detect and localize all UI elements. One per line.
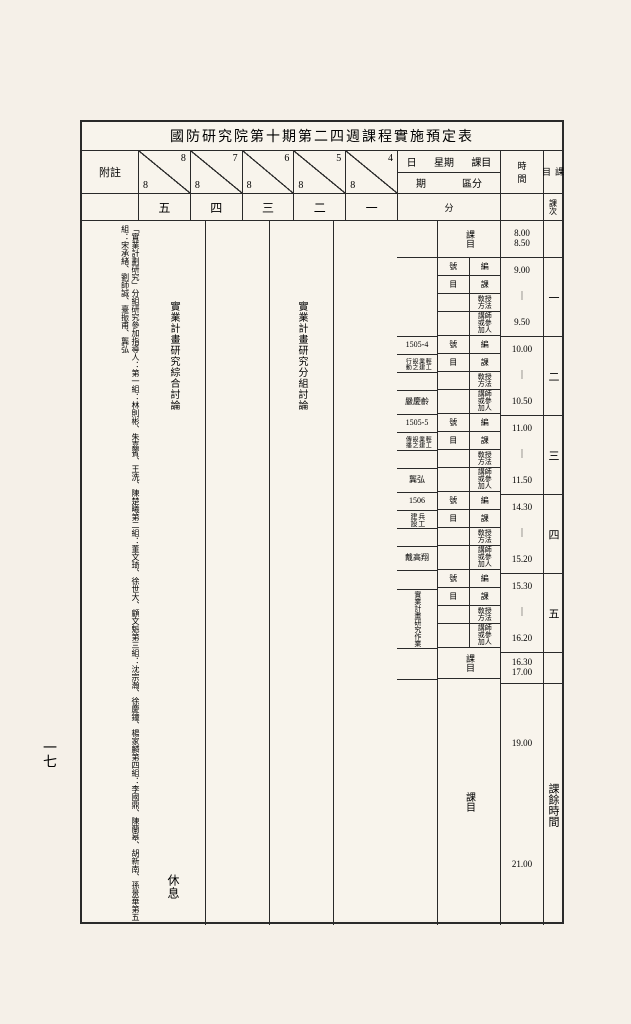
period-2-labels: 編號 課目 敎授方法 講師或參加人 [438, 336, 500, 414]
hdr-qufen: 區分 [462, 175, 482, 190]
time-col: 8.00 8.50 9.00｜ 9.50 10.00｜ 10.50 11.00｜… [500, 221, 543, 925]
cn-5: 五 [138, 194, 190, 220]
hdr-kemu: 課目 [543, 151, 562, 193]
period-1-labels: 編號 課目 敎授方法 講師或參加人 [438, 258, 500, 336]
period-3-labels: 編號 課目 敎授方法 講師或參加人 [438, 414, 500, 492]
period-num-col: 一 二 三 四 五 課餘時間 [543, 221, 562, 925]
date-2: 5 8 [293, 151, 345, 193]
header-row: 課目 時間 日 星期 課目 期 區分 4 8 [82, 151, 562, 194]
date-1: 4 8 [345, 151, 397, 193]
date-5: 8 8 [138, 151, 190, 193]
cn-1: 一 [345, 194, 397, 220]
hdr-keci: 課次 [543, 194, 562, 220]
hdr-kemu2: 課目 [471, 154, 491, 169]
main-col-5: 實業計畫研究綜合討論 休息 [142, 221, 205, 925]
hdr-xingqi: 星期 [434, 154, 454, 169]
cn-2: 二 [293, 194, 345, 220]
hdr-ri: 日 [407, 154, 417, 169]
hdr-fuzhu: 附註 [82, 151, 138, 193]
page-number: 一七 [38, 740, 58, 768]
main-col-4 [205, 221, 269, 925]
content-col-1: 1505-4 輕工業建設之行動 嚴慶齡 1505-5 輕工業建設之傳播 龔弘 1… [397, 221, 437, 925]
period-5-labels: 編號 課目 敎授方法 講師或參加人 [438, 570, 500, 648]
hdr-time: 時間 [500, 151, 543, 193]
hdr-qi: 期 [416, 175, 426, 190]
main-col-2 [333, 221, 397, 925]
date-3: 6 8 [242, 151, 294, 193]
main-col-3: 實業計畫研究分組討論 [269, 221, 333, 925]
cn-num-row: 課次 分 一 二 三 四 五 [82, 194, 562, 221]
period-4-labels: 編號 課目 敎授方法 講師或參加人 [438, 492, 500, 570]
cn-4: 四 [190, 194, 242, 220]
labels-col: 課目 編號 課目 敎授方法 講師或參加人 編號 課目 敎授方法 講師或參加人 編… [437, 221, 500, 925]
cn-3: 三 [242, 194, 294, 220]
date-4: 7 8 [190, 151, 242, 193]
fuzhu-col: 「實業計劃研究」分組研究參加指導人：第一組：林則彬、朱嘉賓、王洗、陳楚曦第二組：… [82, 221, 142, 925]
table-title: 國防研究院第十期第二四週課程實施預定表 [82, 122, 562, 151]
